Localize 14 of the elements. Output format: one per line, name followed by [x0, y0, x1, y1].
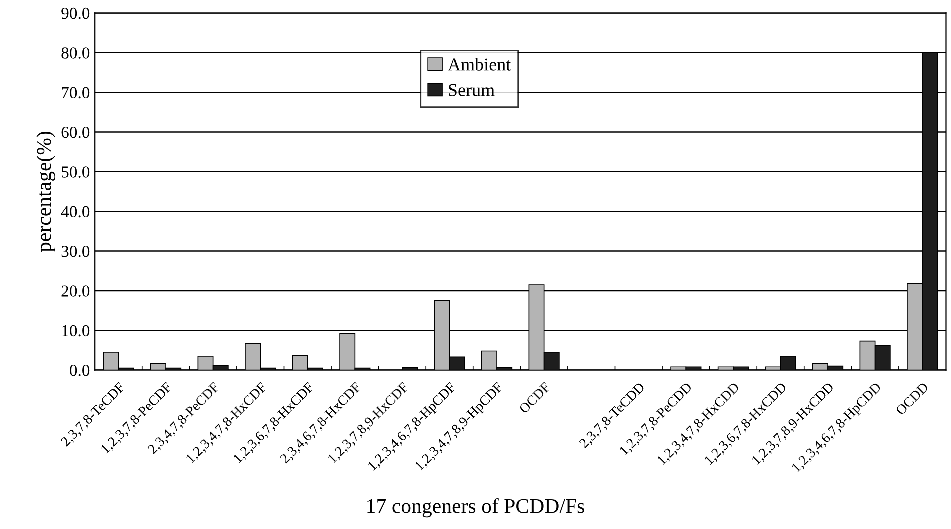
y-tick-label: 90.0 [62, 8, 90, 20]
legend-label: Serum [449, 84, 495, 96]
y-tick-label: 10.0 [62, 325, 90, 337]
y-tick-label: 70.0 [62, 87, 90, 99]
y-tick-label: 30.0 [62, 246, 90, 258]
y-tick-label: 0.0 [70, 365, 90, 376]
x-axis-title: 17 congeners of PCDD/Fs [368, 498, 584, 518]
y-tick-label: 80.0 [62, 48, 90, 59]
y-tick-label: 20.0 [62, 286, 90, 297]
y-axis-title: percentage(%) [36, 132, 56, 252]
y-tick-label: 40.0 [61, 206, 90, 218]
y-tick-label: 60.0 [62, 126, 90, 138]
legend-label: Ambient [448, 58, 512, 71]
y-tick-label: 50.0 [62, 166, 90, 178]
